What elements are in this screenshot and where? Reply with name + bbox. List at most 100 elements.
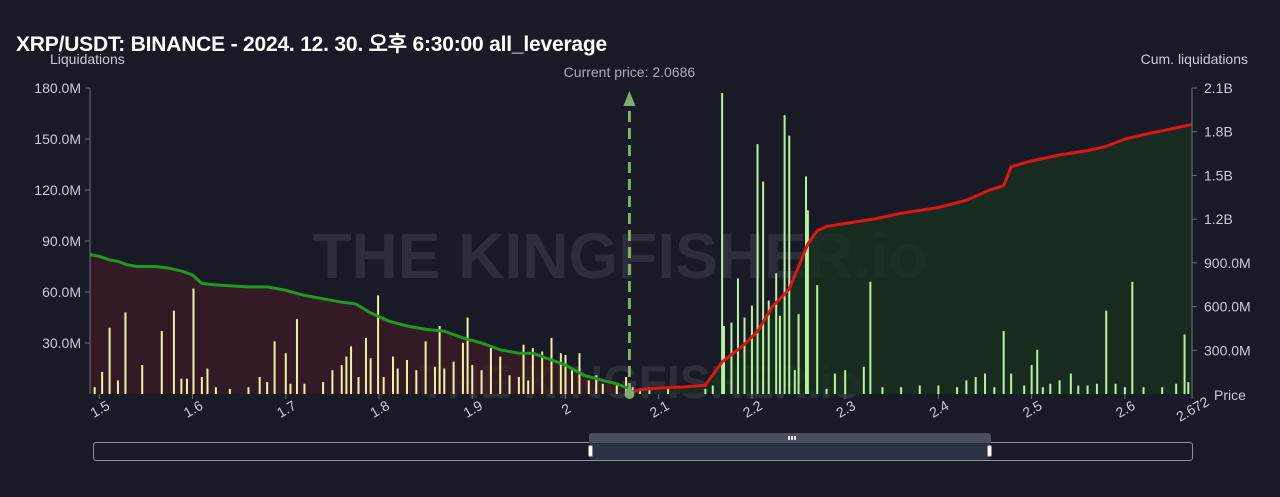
liquidation-bar	[1175, 383, 1178, 394]
liquidation-bar	[340, 365, 343, 394]
liquidation-bar	[382, 377, 385, 394]
liquidation-bar	[844, 370, 847, 394]
range-slider[interactable]	[93, 433, 1193, 461]
liquidation-bar	[1036, 349, 1039, 394]
grip-icon	[788, 436, 796, 440]
liquidation-bar	[862, 366, 865, 394]
liquidation-bar	[788, 135, 791, 394]
range-slider-left-handle[interactable]	[588, 445, 593, 457]
liquidation-bar	[93, 387, 96, 394]
liquidation-bar	[206, 368, 209, 394]
range-slider-drag-bar[interactable]	[589, 433, 991, 443]
liquidation-bar	[369, 358, 372, 394]
liquidation-bar	[711, 385, 714, 394]
liquidation-bar	[322, 382, 325, 394]
current-price-marker: Current price: 2.0686	[564, 64, 696, 399]
liquidation-bar	[228, 388, 231, 394]
long-cumulative-line	[89, 253, 630, 391]
liquidation-bar	[452, 361, 455, 394]
liquidation-bar	[415, 370, 418, 394]
liquidation-bar	[247, 387, 250, 394]
liquidation-bar	[517, 377, 520, 394]
liquidation-bar	[825, 388, 828, 394]
liquidation-bar	[956, 387, 959, 394]
liquidation-bar	[805, 176, 808, 394]
y-right-tick-label: 1.2B	[1204, 211, 1233, 227]
liquidation-bar	[116, 380, 119, 394]
liquidation-bar	[258, 377, 261, 394]
liquidation-bar	[984, 373, 987, 394]
liquidation-bar	[730, 322, 733, 394]
liquidation-bar	[345, 356, 348, 394]
y-right-tick-label: 900.0M	[1204, 255, 1251, 271]
liquidation-bar	[303, 383, 306, 394]
liquidation-bar	[522, 344, 525, 394]
liquidation-bar	[743, 317, 746, 394]
y-left-tick-label: 90.0M	[42, 233, 81, 249]
liquidation-bar	[141, 365, 144, 394]
liquidation-bar	[1002, 331, 1005, 394]
liquidation-bar	[625, 377, 628, 394]
x-tick-label: 2.672	[1173, 393, 1212, 424]
liquidation-bar	[377, 295, 380, 394]
y-left-tick-label: 120.0M	[34, 182, 81, 198]
liquidation-bar	[767, 300, 770, 394]
liquidation-bar	[993, 387, 996, 394]
liquidation-bar	[273, 341, 276, 394]
liquidation-bar	[424, 341, 427, 394]
liquidation-bar	[1187, 382, 1190, 394]
liquidation-bar	[108, 327, 111, 394]
liquidation-bar	[295, 319, 298, 394]
liquidation-bar	[564, 354, 567, 394]
liquidation-bar	[180, 378, 183, 394]
liquidation-bar	[1030, 365, 1033, 394]
chart-title: XRP/USDT: BINANCE - 2024. 12. 30. 오후 6:3…	[16, 33, 607, 56]
range-slider-right-handle[interactable]	[987, 445, 992, 457]
liquidation-bar	[508, 375, 511, 394]
liquidation-bar	[331, 370, 334, 394]
liquidation-bar	[918, 385, 921, 394]
liquidation-bar	[900, 387, 903, 394]
x-tick-label: 2.4	[926, 397, 951, 421]
liquidation-bar	[350, 346, 353, 394]
liquidation-bar	[881, 387, 884, 394]
liquidation-bar	[289, 383, 292, 394]
liquidation-bar	[1131, 281, 1134, 394]
y-right-tick-label: 1.8B	[1204, 124, 1233, 140]
liquidation-bar	[364, 337, 367, 394]
liquidation-bar	[721, 93, 724, 394]
y-left-tick-label: 180.0M	[34, 80, 81, 96]
x-tick-label: 1.8	[367, 397, 392, 421]
liquidation-bar	[937, 385, 940, 394]
liquidation-bar	[559, 353, 562, 394]
current-price-arrow	[623, 91, 636, 106]
liquidation-bar	[1123, 387, 1126, 394]
x-axis-title: Price	[1214, 387, 1246, 403]
liquidation-bar	[783, 115, 786, 394]
liquidation-bar	[704, 388, 707, 394]
y-right-tick-label: 600.0M	[1204, 299, 1251, 315]
liquidation-bar	[1095, 383, 1098, 394]
liquidation-bar	[667, 388, 670, 394]
x-tick-label: 1.5	[87, 397, 112, 421]
y-left-tick-label: 150.0M	[34, 131, 81, 147]
liquidation-bar	[1183, 334, 1186, 394]
current-price-label: Current price: 2.0686	[564, 64, 696, 80]
range-slider-window[interactable]	[590, 443, 990, 460]
y-left-tick-label: 30.0M	[42, 335, 81, 351]
liquidation-bar	[756, 144, 759, 394]
liquidation-bar	[433, 366, 436, 394]
liquidation-bar	[214, 387, 217, 394]
liquidation-bar	[392, 356, 395, 394]
liquidation-bar	[284, 353, 287, 394]
liquidation-bar	[443, 368, 446, 394]
liquidation-bars	[93, 93, 1190, 394]
liquidation-bar	[571, 370, 574, 394]
liquidation-bar	[1069, 373, 1072, 394]
liquidation-bar	[648, 387, 651, 394]
liquidation-bar	[405, 360, 408, 394]
liquidation-bar	[587, 380, 590, 394]
liquidation-bar	[499, 356, 502, 394]
liquidation-bar	[438, 326, 441, 394]
